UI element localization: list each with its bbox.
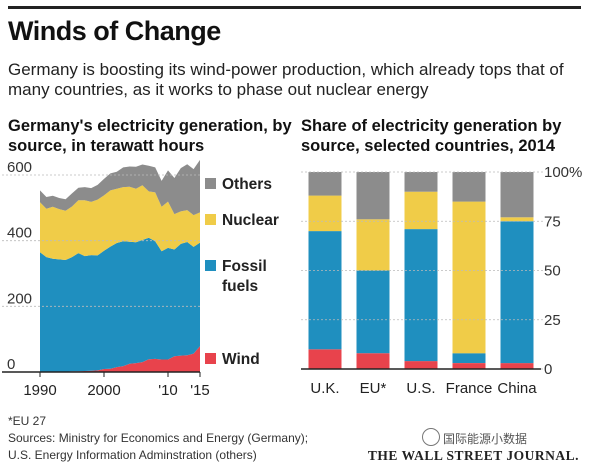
bar-segment-others <box>356 172 390 220</box>
bar-segment-others <box>404 172 438 192</box>
legend-swatch-others <box>205 178 216 189</box>
stacked-bar-chart-countries: U.K. EU* U.S. France China 0 25 50 75 100% <box>301 164 582 397</box>
y-tick-label: 75 <box>544 213 561 230</box>
page-title: Winds of Change <box>8 16 221 46</box>
y-tick-label: 25 <box>544 312 561 329</box>
y-tick-label: 200 <box>7 290 32 307</box>
x-category-label: U.K. <box>310 380 339 397</box>
wechat-icon <box>422 428 440 446</box>
x-category-label: France <box>446 380 493 397</box>
y-tick-label: 400 <box>7 225 32 242</box>
bar-segment-fossil-fuels <box>404 229 438 362</box>
bar-segment-wind <box>404 361 438 369</box>
bar-segment-wind <box>452 363 486 369</box>
x-tick-label: '15 <box>190 382 210 399</box>
area-fossil-fuels <box>40 237 200 372</box>
legend-label-nuclear: Nuclear <box>222 212 279 229</box>
x-tick-label: 2000 <box>87 382 120 399</box>
bar-segment-wind <box>500 363 534 369</box>
legend-label-wind: Wind <box>222 351 260 368</box>
watermark-text: 国际能源小数据 <box>443 432 528 446</box>
publisher-logo: THE WALL STREET JOURNAL. <box>367 448 579 463</box>
bar-segment-nuclear <box>308 195 342 232</box>
x-category-label: EU* <box>360 380 387 397</box>
bar-segment-wind <box>356 353 390 369</box>
bar-segment-nuclear <box>356 219 390 271</box>
area-nuclear <box>40 185 200 260</box>
bar-segment-nuclear <box>404 191 438 230</box>
y-tick-label: 0 <box>7 356 15 373</box>
footnote-eu: *EU 27 <box>8 414 47 428</box>
legend-label-others: Others <box>222 176 272 193</box>
bar-segment-others <box>500 172 534 218</box>
bar-segment-fossil-fuels <box>452 353 486 363</box>
legend-label-fossil: Fossil <box>222 258 267 275</box>
footnote-sources-2: U.S. Energy Information Adminstration (o… <box>8 448 257 462</box>
legend-swatch-wind <box>205 353 216 364</box>
legend-swatch-fossil <box>205 260 216 271</box>
y-tick-label: 0 <box>544 361 552 378</box>
x-category-label: U.S. <box>406 380 435 397</box>
x-tick-label: 1990 <box>23 382 56 399</box>
bar-segment-fossil-fuels <box>356 270 390 354</box>
x-tick-label: '10 <box>158 382 178 399</box>
top-rule <box>8 6 581 9</box>
bar-segment-fossil-fuels <box>500 221 534 364</box>
area-others <box>40 159 200 216</box>
page-subtitle: Germany is boosting its wind-power produ… <box>8 60 564 99</box>
footnote-sources-1: Sources: Ministry for Economics and Ener… <box>8 431 309 445</box>
bar-segment-others <box>452 172 486 202</box>
bar-segment-wind <box>308 349 342 369</box>
bar-segment-fossil-fuels <box>308 231 342 350</box>
y-tick-label: 100% <box>544 164 582 181</box>
legend-swatch-nuclear <box>205 214 216 225</box>
right-chart-title: Share of electricity generation by sourc… <box>301 117 562 155</box>
y-tick-label: 50 <box>544 263 561 280</box>
bar-segment-nuclear <box>452 201 486 354</box>
bar-segment-nuclear <box>500 217 534 222</box>
area-wind <box>40 346 200 372</box>
x-category-label: China <box>497 380 537 397</box>
y-tick-label: 600 <box>7 159 32 176</box>
bar-segment-others <box>308 172 342 196</box>
legend-label-fossil: fuels <box>222 278 258 295</box>
area-chart-germany: 0 200 400 600 1990 2000 '10 '15 Others Nuclear Fos… <box>2 159 279 399</box>
left-chart-title: Germany's electricity generation, by sou… <box>8 117 292 155</box>
